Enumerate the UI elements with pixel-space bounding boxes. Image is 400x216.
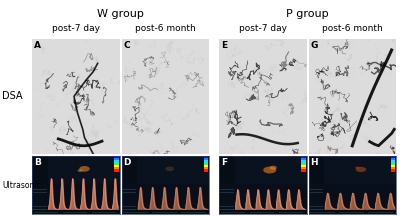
- Bar: [204, 162, 208, 165]
- Ellipse shape: [79, 166, 90, 172]
- Ellipse shape: [356, 167, 366, 172]
- Text: P group: P group: [286, 9, 329, 19]
- Bar: [220, 206, 234, 207]
- Bar: [301, 169, 306, 172]
- Bar: [33, 203, 47, 204]
- Bar: [204, 169, 208, 172]
- Bar: [122, 184, 209, 214]
- Ellipse shape: [355, 167, 360, 169]
- Text: post-6 month: post-6 month: [322, 24, 383, 33]
- Bar: [32, 156, 48, 184]
- Bar: [114, 169, 119, 172]
- Ellipse shape: [263, 167, 276, 173]
- Text: E: E: [221, 41, 227, 50]
- Bar: [122, 189, 136, 190]
- Bar: [219, 156, 306, 184]
- Bar: [301, 156, 306, 158]
- Text: H: H: [310, 158, 318, 167]
- Bar: [220, 189, 234, 190]
- Bar: [391, 156, 395, 158]
- Bar: [204, 165, 208, 167]
- Bar: [250, 212, 274, 213]
- Bar: [308, 156, 396, 184]
- Bar: [219, 156, 235, 184]
- Bar: [339, 212, 364, 213]
- Bar: [114, 165, 119, 167]
- Bar: [123, 212, 148, 213]
- Bar: [204, 160, 208, 162]
- Bar: [122, 210, 209, 214]
- Bar: [309, 206, 323, 207]
- Bar: [122, 203, 136, 204]
- Bar: [114, 158, 119, 160]
- Bar: [391, 160, 395, 162]
- Bar: [33, 206, 47, 207]
- Text: G: G: [310, 41, 318, 50]
- Bar: [391, 165, 395, 167]
- Bar: [220, 209, 234, 210]
- Text: post-7 day: post-7 day: [52, 24, 100, 33]
- Bar: [204, 158, 208, 160]
- Text: D: D: [123, 158, 131, 167]
- Bar: [301, 160, 306, 162]
- Text: F: F: [221, 158, 227, 167]
- Bar: [219, 210, 306, 214]
- Bar: [309, 209, 323, 210]
- Text: post-6 month: post-6 month: [135, 24, 196, 33]
- Bar: [181, 212, 206, 213]
- Bar: [122, 206, 136, 207]
- Bar: [204, 156, 208, 158]
- Bar: [278, 212, 303, 213]
- Bar: [368, 212, 392, 213]
- Bar: [220, 203, 234, 204]
- Text: DSA: DSA: [2, 91, 22, 101]
- Bar: [309, 189, 323, 190]
- Bar: [114, 167, 119, 169]
- Ellipse shape: [165, 167, 174, 171]
- Bar: [34, 212, 58, 213]
- Bar: [391, 162, 395, 165]
- Bar: [32, 156, 120, 184]
- Bar: [301, 162, 306, 165]
- Bar: [391, 167, 395, 169]
- Bar: [114, 156, 119, 158]
- Text: Ultrasonic: Ultrasonic: [2, 181, 41, 189]
- Bar: [114, 162, 119, 165]
- Bar: [301, 158, 306, 160]
- Ellipse shape: [270, 166, 277, 170]
- Bar: [308, 210, 396, 214]
- Bar: [308, 184, 396, 214]
- Bar: [301, 165, 306, 167]
- Bar: [114, 160, 119, 162]
- Bar: [32, 184, 120, 214]
- Bar: [92, 212, 116, 213]
- Bar: [310, 212, 335, 213]
- Bar: [152, 212, 177, 213]
- Ellipse shape: [78, 169, 83, 172]
- Text: A: A: [34, 41, 41, 50]
- Bar: [63, 212, 87, 213]
- Bar: [122, 156, 137, 184]
- Bar: [391, 169, 395, 172]
- Bar: [308, 156, 324, 184]
- Text: W group: W group: [97, 9, 144, 19]
- Bar: [122, 209, 136, 210]
- Bar: [309, 203, 323, 204]
- Bar: [33, 209, 47, 210]
- Bar: [301, 167, 306, 169]
- Bar: [221, 212, 245, 213]
- Text: post-7 day: post-7 day: [239, 24, 287, 33]
- Bar: [122, 156, 209, 184]
- Bar: [32, 210, 120, 214]
- Bar: [33, 189, 47, 190]
- Bar: [219, 184, 306, 214]
- Text: B: B: [34, 158, 41, 167]
- Bar: [204, 167, 208, 169]
- Text: C: C: [123, 41, 130, 50]
- Bar: [391, 158, 395, 160]
